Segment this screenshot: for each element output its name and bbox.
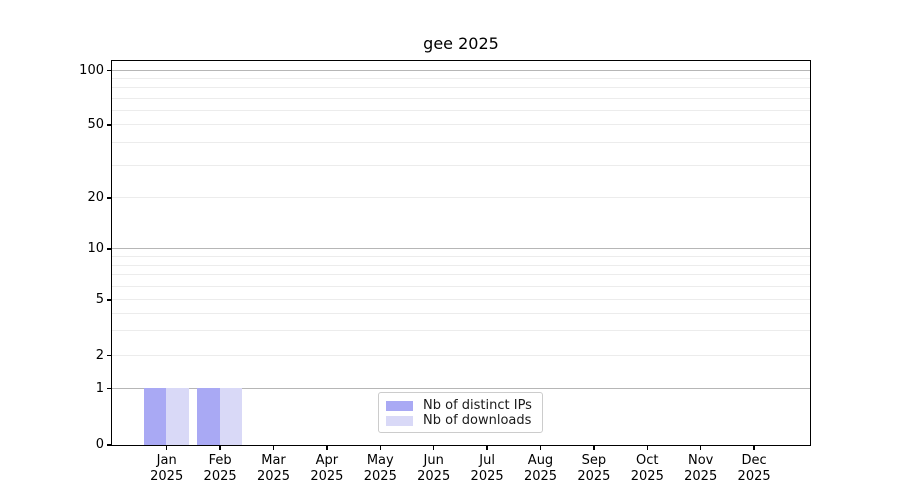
- gridline-minor: [111, 299, 810, 301]
- gridline-minor: [111, 164, 810, 166]
- x-tick-year: 2025: [363, 469, 397, 484]
- gridline-minor: [111, 124, 810, 126]
- x-axis-tick-label: Dec 2025: [726, 453, 782, 485]
- gridline-minor: [111, 97, 810, 99]
- gridline-minor: [111, 77, 810, 79]
- gridline-major: [111, 387, 810, 389]
- x-tick-year: 2025: [417, 469, 451, 484]
- x-tick-mark: [326, 446, 328, 451]
- x-tick-mark: [486, 446, 488, 451]
- x-axis-tick-label: Mar 2025: [246, 453, 302, 485]
- legend-swatch: [386, 400, 413, 411]
- y-axis-tick-label: 0: [95, 437, 104, 452]
- bar-downloads: [219, 388, 243, 445]
- x-tick-year: 2025: [737, 469, 771, 484]
- x-tick-month: May: [366, 453, 394, 468]
- x-tick-month: Jul: [479, 453, 495, 468]
- x-tick-month: Apr: [315, 453, 339, 468]
- chart-title: gee 2025: [423, 34, 499, 53]
- y-axis-tick-label: 2: [95, 347, 104, 363]
- gridline-minor: [111, 264, 810, 266]
- y-axis-tick-label: 10: [87, 241, 104, 256]
- x-tick-year: 2025: [203, 469, 237, 484]
- x-tick-year: 2025: [256, 469, 291, 484]
- gridline-minor: [111, 312, 810, 314]
- legend-label: Nb of distinct IPs: [423, 398, 532, 413]
- x-axis-tick-label: Jun 2025: [406, 453, 462, 485]
- x-tick-mark: [753, 446, 755, 451]
- x-tick-month: Dec: [741, 453, 767, 468]
- x-axis-tick-label: Oct 2025: [619, 453, 675, 485]
- x-tick-year: 2025: [684, 469, 718, 484]
- gridline-minor: [111, 87, 810, 89]
- bar-downloads: [166, 388, 189, 445]
- legend: Nb of distinct IPs Nb of downloads: [378, 392, 543, 433]
- x-tick-month: Jan: [156, 453, 177, 468]
- x-axis-tick-label: Feb 2025: [192, 453, 248, 485]
- legend-entry: Nb of downloads: [386, 413, 534, 428]
- x-tick-month: Sep: [581, 453, 607, 468]
- legend-label: Nb of downloads: [423, 413, 532, 428]
- gridline-minor: [111, 274, 810, 276]
- x-axis-tick-label: Jan 2025: [139, 453, 195, 485]
- x-tick-year: 2025: [577, 469, 611, 484]
- gridline-major: [111, 69, 810, 71]
- x-tick-mark: [219, 446, 221, 451]
- bar-distinct-ips: [197, 388, 220, 445]
- x-tick-mark: [646, 446, 648, 451]
- gridline-minor: [111, 255, 810, 257]
- x-axis-tick-label: Aug 2025: [513, 453, 569, 485]
- x-tick-month: Aug: [527, 453, 554, 468]
- y-axis-tick-label: 5: [95, 292, 104, 307]
- gridline-minor: [111, 285, 810, 287]
- y-axis-tick-label: 1: [95, 380, 104, 396]
- y-tick-mark: [106, 444, 111, 446]
- plot-area: [110, 59, 811, 446]
- y-tick-mark: [106, 354, 111, 357]
- x-tick-year: 2025: [310, 469, 344, 484]
- x-tick-month: Oct: [636, 453, 659, 468]
- y-tick-mark: [106, 248, 111, 250]
- x-tick-month: Jun: [423, 453, 444, 468]
- y-tick-mark: [106, 299, 111, 301]
- x-tick-mark: [593, 446, 595, 451]
- x-tick-year: 2025: [150, 469, 184, 484]
- legend-entry: Nb of distinct IPs: [386, 398, 534, 413]
- x-tick-month: Nov: [688, 453, 714, 468]
- x-tick-mark: [433, 446, 435, 451]
- x-tick-year: 2025: [630, 469, 664, 484]
- gridline-minor: [111, 330, 810, 332]
- x-tick-month: Feb: [208, 453, 232, 468]
- y-tick-mark: [106, 69, 111, 72]
- x-tick-mark: [166, 446, 168, 451]
- x-tick-mark: [272, 446, 275, 451]
- y-tick-mark: [106, 197, 111, 199]
- legend-swatch: [386, 415, 413, 426]
- y-tick-mark: [106, 124, 111, 126]
- x-axis-tick-label: Sep 2025: [566, 453, 622, 485]
- y-axis-tick-label: 20: [87, 190, 104, 205]
- x-axis-tick-label: Apr 2025: [299, 453, 355, 485]
- gridline-minor: [111, 197, 810, 199]
- x-tick-year: 2025: [470, 469, 504, 484]
- x-tick-month: Mar: [261, 453, 286, 468]
- x-tick-mark: [539, 446, 542, 451]
- x-axis-tick-label: Jul 2025: [459, 453, 515, 485]
- x-tick-mark: [700, 446, 702, 451]
- x-axis-tick-label: Nov 2025: [673, 453, 729, 485]
- x-axis-tick-label: May 2025: [352, 453, 408, 485]
- y-axis-tick-label: 50: [87, 117, 104, 132]
- gridline-minor: [111, 141, 810, 143]
- x-tick-mark: [379, 446, 381, 451]
- gridline-minor: [111, 354, 810, 356]
- x-tick-year: 2025: [523, 469, 558, 484]
- bar-distinct-ips: [143, 388, 167, 445]
- y-axis-tick-label: 100: [79, 62, 104, 78]
- gridline-major: [111, 248, 810, 250]
- y-tick-mark: [106, 387, 111, 390]
- gridline-minor: [111, 109, 810, 111]
